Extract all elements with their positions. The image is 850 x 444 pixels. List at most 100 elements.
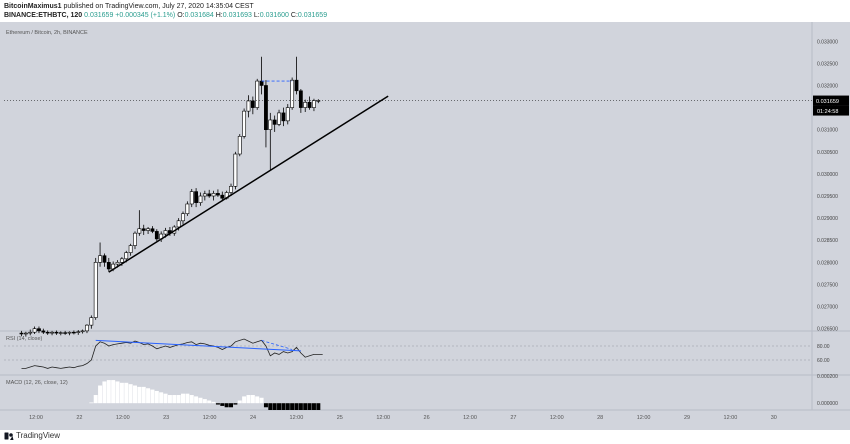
candle-body-up <box>242 110 247 137</box>
candle <box>185 201 190 216</box>
symbol-line: BINANCE:ETHBTC, 120 0.031659 +0.000345 (… <box>4 11 327 20</box>
candle <box>28 329 33 336</box>
candle-body-up <box>58 332 63 334</box>
price-chart[interactable]: 0.026500 0.027000 0.027500 0.028000 0.028500… <box>0 22 850 432</box>
publish-info: published on TradingView.com, July 27, 2… <box>61 3 254 10</box>
macd-histogram-bar <box>93 395 98 404</box>
candle-body-up <box>268 119 273 130</box>
candle-body-up <box>181 213 185 222</box>
candle <box>202 190 207 201</box>
candle <box>281 107 286 127</box>
time-tick-label: 26 <box>424 415 430 421</box>
macd-histogram-bar <box>233 403 238 405</box>
high-value: 0.031693 <box>222 12 252 19</box>
candle <box>194 188 199 208</box>
macd-histogram-bar <box>150 389 155 404</box>
candle-body-up <box>202 193 207 197</box>
candle-body-down <box>220 194 225 199</box>
candle <box>303 99 308 113</box>
macd-histogram-bar <box>237 400 242 404</box>
candle <box>67 331 72 336</box>
symbol-label: BINANCE:ETHBTC, 120 <box>4 12 83 19</box>
time-tick-label: 25 <box>337 415 343 421</box>
close-value: 0.031659 <box>297 12 328 19</box>
candle-body-up <box>85 324 89 332</box>
candle <box>98 242 102 267</box>
macd-histogram-bar <box>163 393 168 404</box>
rsi-trendline <box>95 339 301 352</box>
price-tick-label: 0.028500 <box>817 238 838 244</box>
rsi-divergence-line <box>261 340 293 350</box>
candle-body-up <box>28 331 33 334</box>
candle-body-down <box>19 332 24 335</box>
author-name[interactable]: BitcoinMaximus1 <box>4 3 62 10</box>
macd-histogram-bar <box>277 403 282 410</box>
tradingview-logo-icon[interactable] <box>4 431 14 441</box>
chart-labels: Ethereum / Bitcoin, 2h, BINANCE 0.031659 0… <box>6 30 849 116</box>
macd-histogram-bar <box>137 386 142 404</box>
macd-histogram-bar <box>211 401 216 404</box>
time-tick-label: 24 <box>250 415 256 421</box>
macd-histogram-bar <box>202 399 207 404</box>
price-tick-label: 0.032000 <box>817 83 838 89</box>
macd-histogram-bar <box>207 400 212 404</box>
time-tick-label: 12:00 <box>724 415 738 421</box>
candle <box>277 109 281 127</box>
candle <box>146 226 150 235</box>
candle <box>294 56 299 95</box>
rsi-level-label: 60.00 <box>817 358 830 364</box>
candle-body-up <box>146 228 150 231</box>
candle-body-down <box>45 331 50 334</box>
chart-area[interactable]: 0.026500 0.027000 0.027500 0.028000 0.028500… <box>0 22 850 432</box>
candle-body-up <box>285 107 290 122</box>
macd-histogram-bar <box>229 403 234 408</box>
price-tick-label: 0.029000 <box>817 216 838 222</box>
candle <box>89 315 94 329</box>
candle-body-down <box>194 191 199 203</box>
candle-body-up <box>290 79 295 108</box>
candle <box>85 324 89 334</box>
candle-body-down <box>150 228 155 232</box>
low-label: L: <box>253 12 260 19</box>
macd-histogram-bar <box>167 395 172 404</box>
candle-body-up <box>255 80 260 108</box>
macd-histogram-bar <box>106 380 111 404</box>
last-price-badge <box>813 95 849 106</box>
macd-histogram-bar <box>185 393 190 404</box>
candle-body-up <box>133 232 137 246</box>
macd-histogram-bar <box>111 380 116 404</box>
candle <box>93 257 98 320</box>
macd-histogram-bar <box>290 403 295 410</box>
price-tick-label: 0.026500 <box>817 327 838 333</box>
rsi-title: RSI (14, close) <box>6 336 43 342</box>
macd-histogram-bar <box>268 403 273 410</box>
candle-body-down <box>63 332 68 334</box>
macd-tick-label: 0.000000 <box>817 401 838 407</box>
macd-histogram-bar <box>224 403 229 408</box>
macd-histogram-bar <box>98 385 103 404</box>
candle-series <box>19 56 321 337</box>
candle <box>237 134 242 157</box>
candle <box>19 330 24 337</box>
tradingview-brand[interactable]: TradingView <box>16 431 61 440</box>
candle <box>233 151 238 190</box>
candle <box>71 330 76 335</box>
candle-body-up <box>32 328 37 333</box>
candle <box>150 226 155 234</box>
macd-histogram-bar <box>250 395 255 404</box>
low-value: 0.031600 <box>259 12 289 19</box>
candle-body-up <box>198 195 203 203</box>
footer: TradingView <box>0 430 850 444</box>
candle <box>198 192 203 206</box>
macd-histogram-bar <box>89 402 94 404</box>
macd-histogram-bar <box>298 403 303 410</box>
macd-histogram-bar <box>115 381 120 404</box>
rsi-pane: RSI (14, close) 80.00 60.00 <box>4 336 830 369</box>
candle <box>58 331 63 336</box>
candle <box>106 257 111 273</box>
candle-body-up <box>67 331 72 334</box>
last-price-badge-text: 0.031659 <box>816 99 839 105</box>
candle <box>250 96 255 115</box>
chart-header: BitcoinMaximus1 published on TradingView… <box>0 0 850 22</box>
candle <box>23 331 28 337</box>
